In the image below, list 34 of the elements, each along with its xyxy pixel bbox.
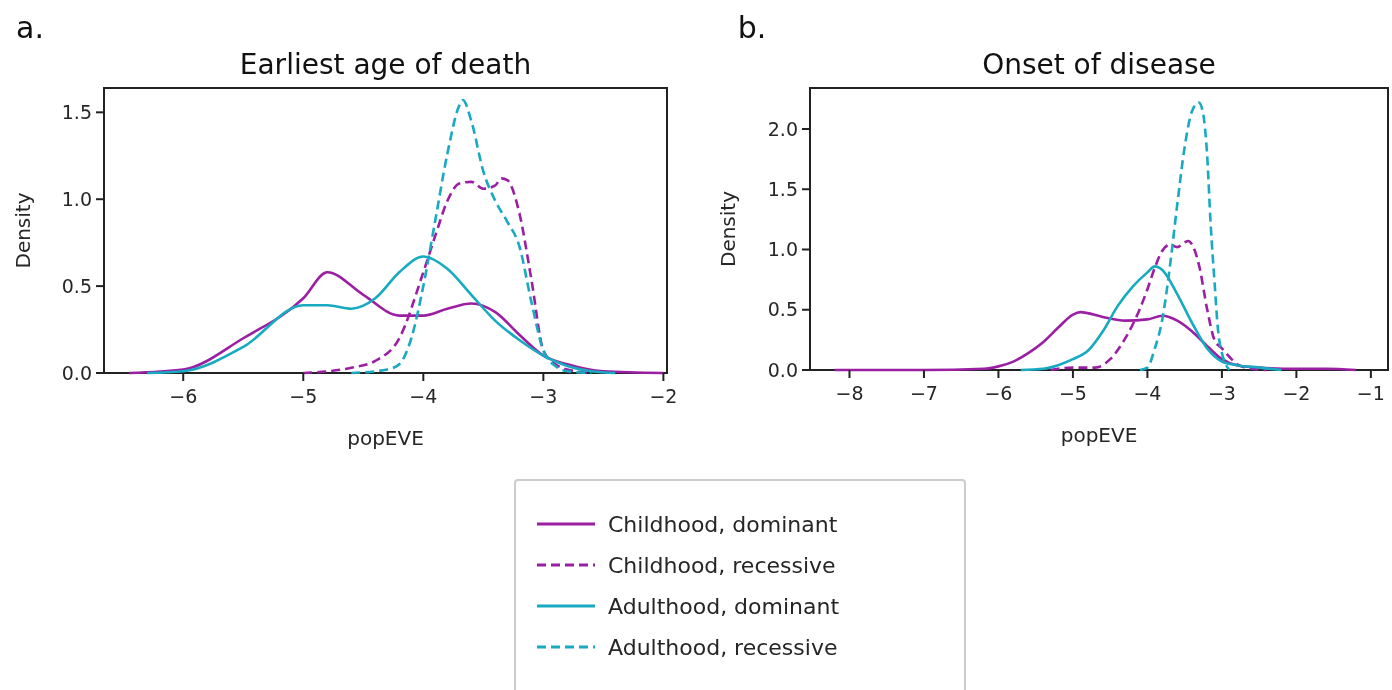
y-tick-label: 0.0 <box>61 361 92 384</box>
y-axis-title: Density <box>716 190 740 268</box>
text: a. <box>16 10 44 45</box>
x-axis-title: popEVE <box>1060 423 1138 447</box>
x-tick-label: −8 <box>835 382 864 404</box>
x-tick-label: −6 <box>169 385 198 407</box>
legend-label: Adulthood, recessive <box>608 634 838 660</box>
y-axis-title: Density <box>11 192 35 269</box>
y-tick-label: 0.5 <box>61 274 92 297</box>
text: b. <box>737 10 767 45</box>
x-axis-title: popEVE <box>347 426 424 450</box>
chart-title: Earliest age of death <box>239 48 532 81</box>
y-tick-label: 1.0 <box>767 238 798 261</box>
x-tick-label: −6 <box>984 382 1013 404</box>
y-tick-label: 1.5 <box>61 100 92 123</box>
y-tick-label: 2.0 <box>767 117 798 140</box>
x-tick-label: −4 <box>1133 382 1162 404</box>
x-tick-label: −2 <box>649 385 678 407</box>
x-tick-label: −5 <box>1058 382 1087 404</box>
x-tick-label: −5 <box>289 385 318 407</box>
x-tick-label: −1 <box>1356 382 1385 404</box>
chart-title: Onset of disease <box>982 48 1216 81</box>
x-tick-label: −2 <box>1282 382 1311 404</box>
y-tick-label: 1.5 <box>767 177 798 200</box>
y-tick-label: 1.0 <box>61 187 92 210</box>
x-tick-label: −3 <box>529 385 558 407</box>
legend-label: Childhood, recessive <box>608 552 836 578</box>
legend-label: Adulthood, dominant <box>608 593 840 619</box>
y-tick-label: 0.5 <box>767 298 798 321</box>
x-tick-label: −3 <box>1207 382 1236 404</box>
y-tick-label: 0.0 <box>767 358 798 381</box>
x-tick-label: −7 <box>909 382 938 404</box>
x-tick-label: −4 <box>409 385 438 407</box>
legend-label: Childhood, dominant <box>608 511 838 537</box>
